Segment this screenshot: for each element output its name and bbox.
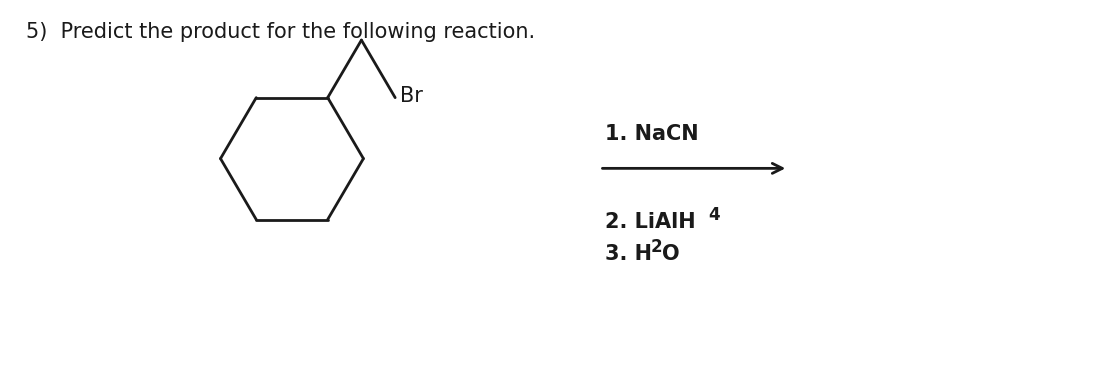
Text: 4: 4	[708, 206, 719, 224]
Text: 3. H: 3. H	[605, 244, 651, 263]
Text: O: O	[662, 244, 680, 263]
Text: 2. LiAlH: 2. LiAlH	[605, 212, 695, 232]
Text: Br: Br	[400, 86, 423, 106]
Text: 5)  Predict the product for the following reaction.: 5) Predict the product for the following…	[26, 22, 535, 42]
Text: 2: 2	[650, 238, 662, 256]
Text: 1. NaCN: 1. NaCN	[605, 124, 698, 144]
